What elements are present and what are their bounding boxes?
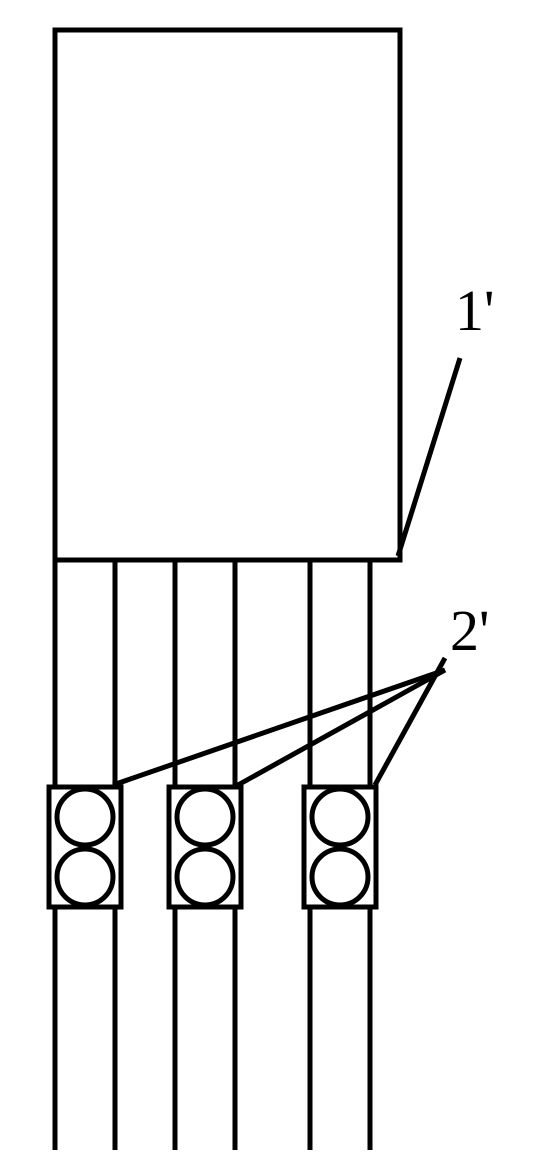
leader-line-1 — [398, 358, 460, 556]
label-1: 2' — [450, 598, 489, 663]
main-body — [55, 30, 400, 560]
leader-line-2-0 — [113, 670, 445, 785]
leader-line-2-1 — [238, 670, 445, 785]
label-0: 1' — [455, 278, 494, 343]
leader-line-2-2 — [375, 658, 445, 785]
